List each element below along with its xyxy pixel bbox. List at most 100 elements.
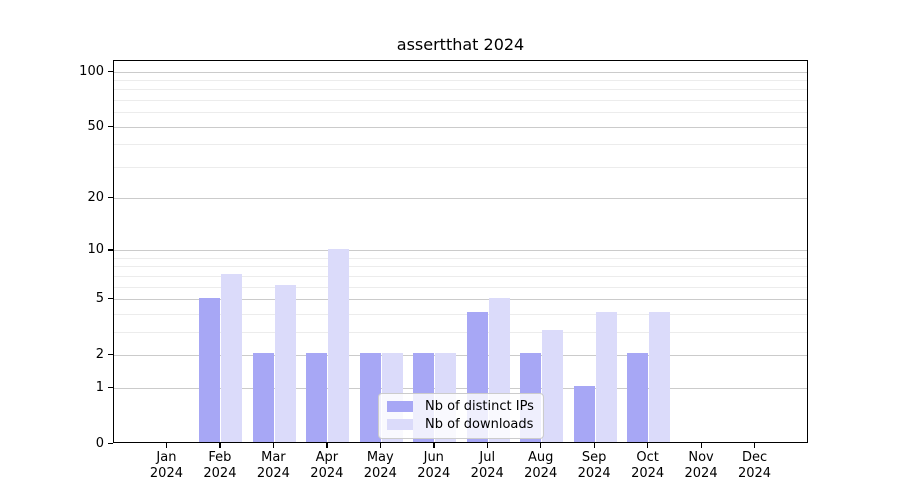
x-tick-mark-jun: [433, 443, 435, 448]
bar-nb-of-downloads-feb: [221, 274, 243, 442]
x-tick-label-feb: Feb 2024: [185, 450, 255, 482]
y-tick-label-5: 5: [95, 291, 104, 307]
x-tick-label-year: 2024: [310, 466, 344, 481]
x-tick-mark-apr: [326, 443, 328, 448]
bar-nb-of-distinct-ips-sep: [573, 386, 595, 442]
x-tick-mark-sep: [593, 443, 595, 448]
legend-item-nb-of-distinct-ips: Nb of distinct IPs: [387, 399, 534, 414]
bar-nb-of-distinct-ips-apr: [306, 353, 328, 442]
x-tick-mark-may: [379, 443, 382, 448]
legend-swatch-nb-of-downloads: [387, 419, 413, 430]
chart-title: assertthat 2024: [396, 35, 525, 54]
gridline-major-50: [114, 126, 807, 128]
gridline-minor-3: [114, 331, 807, 333]
y-tick-mark-0: [108, 442, 113, 444]
x-tick-label-month: Mar: [261, 450, 286, 465]
gridline-minor-6: [114, 286, 807, 288]
gridline-minor-60: [114, 112, 807, 114]
x-tick-label-month: Jan: [156, 450, 177, 465]
y-tick-mark-2: [108, 353, 113, 356]
gridline-minor-80: [114, 89, 807, 91]
gridline-major-100: [114, 71, 807, 73]
x-tick-label-jun: Jun 2024: [399, 450, 469, 482]
y-tick-mark-1: [108, 386, 113, 388]
y-tick-label-0: 0: [95, 435, 104, 451]
x-tick-label-year: 2024: [577, 466, 611, 481]
y-tick-mark-10: [108, 249, 113, 251]
bar-nb-of-distinct-ips-may: [359, 353, 381, 442]
x-tick-label-apr: Apr 2024: [292, 450, 362, 482]
x-tick-label-jul: Jul 2024: [452, 450, 522, 482]
x-tick-mark-jan: [165, 443, 168, 448]
x-tick-label-year: 2024: [256, 466, 290, 481]
gridline-minor-4: [114, 313, 807, 315]
gridline-major-10: [114, 250, 807, 252]
x-tick-label-year: 2024: [631, 466, 665, 481]
y-tick-mark-50: [108, 125, 113, 127]
x-tick-label-year: 2024: [524, 466, 558, 481]
y-tick-label-10: 10: [87, 242, 104, 258]
y-tick-mark-20: [108, 197, 113, 199]
legend: Nb of distinct IPs Nb of downloads: [378, 393, 544, 439]
x-tick-label-oct: Oct 2024: [613, 450, 683, 482]
bar-nb-of-downloads-sep: [595, 312, 617, 442]
bar-nb-of-distinct-ips-feb: [199, 297, 221, 442]
x-tick-label-mar: Mar 2024: [238, 450, 308, 482]
bar-nb-of-downloads-oct: [649, 312, 671, 442]
bar-nb-of-distinct-ips-mar: [252, 353, 274, 442]
x-tick-label-month: Oct: [636, 450, 659, 465]
x-tick-label-month: Nov: [688, 450, 714, 465]
x-tick-label-month: May: [366, 450, 394, 465]
y-tick-label-50: 50: [87, 118, 104, 134]
gridline-minor-9: [114, 257, 807, 259]
x-tick-mark-jul: [486, 443, 489, 448]
gridline-minor-70: [114, 100, 807, 102]
gridline-minor-30: [114, 166, 807, 168]
x-tick-mark-dec: [754, 443, 756, 448]
y-tick-label-2: 2: [95, 346, 104, 362]
plot-area: Nb of distinct IPs Nb of downloads: [113, 60, 808, 443]
bar-nb-of-downloads-apr: [328, 248, 350, 442]
x-tick-label-nov: Nov 2024: [666, 450, 736, 482]
x-tick-label-year: 2024: [363, 466, 397, 481]
x-tick-mark-nov: [700, 443, 702, 448]
x-tick-label-month: Jun: [423, 450, 444, 465]
gridline-minor-90: [114, 80, 807, 82]
x-tick-label-may: May 2024: [345, 450, 415, 482]
legend-swatch-nb-of-distinct-ips: [387, 401, 413, 412]
y-tick-mark-5: [108, 298, 113, 300]
gridline-minor-40: [114, 144, 807, 146]
legend-item-nb-of-downloads: Nb of downloads: [387, 417, 534, 432]
x-tick-label-jan: Jan 2024: [131, 450, 201, 482]
legend-label-nb-of-distinct-ips: Nb of distinct IPs: [425, 399, 534, 414]
gridline-minor-8: [114, 266, 807, 268]
gridline-minor-7: [114, 275, 807, 277]
x-tick-label-month: Aug: [527, 450, 554, 465]
bar-nb-of-distinct-ips-oct: [627, 353, 649, 442]
x-tick-label-month: Apr: [315, 450, 339, 465]
x-tick-label-sep: Sep 2024: [559, 450, 629, 482]
bar-nb-of-downloads-aug: [542, 330, 564, 442]
y-tick-mark-100: [108, 70, 113, 72]
x-tick-label-year: 2024: [417, 466, 451, 481]
gridline-major-20: [114, 198, 807, 200]
gridline-major-2: [114, 354, 807, 356]
x-tick-mark-aug: [540, 443, 542, 448]
x-tick-mark-feb: [219, 443, 221, 448]
gridline-major-1: [114, 387, 807, 389]
x-tick-mark-oct: [647, 443, 649, 448]
x-tick-label-month: Dec: [741, 450, 768, 465]
x-tick-mark-mar: [272, 443, 275, 448]
y-tick-label-100: 100: [79, 63, 104, 79]
x-tick-label-year: 2024: [470, 466, 504, 481]
x-tick-label-year: 2024: [203, 466, 237, 481]
x-tick-label-month: Feb: [208, 450, 232, 465]
x-tick-label-dec: Dec 2024: [720, 450, 790, 482]
legend-label-nb-of-downloads: Nb of downloads: [425, 417, 534, 432]
y-tick-label-1: 1: [95, 379, 104, 395]
x-tick-label-month: Jul: [479, 450, 496, 465]
x-tick-label-year: 2024: [684, 466, 718, 481]
x-tick-label-month: Sep: [581, 450, 607, 465]
x-tick-label-year: 2024: [737, 466, 772, 481]
